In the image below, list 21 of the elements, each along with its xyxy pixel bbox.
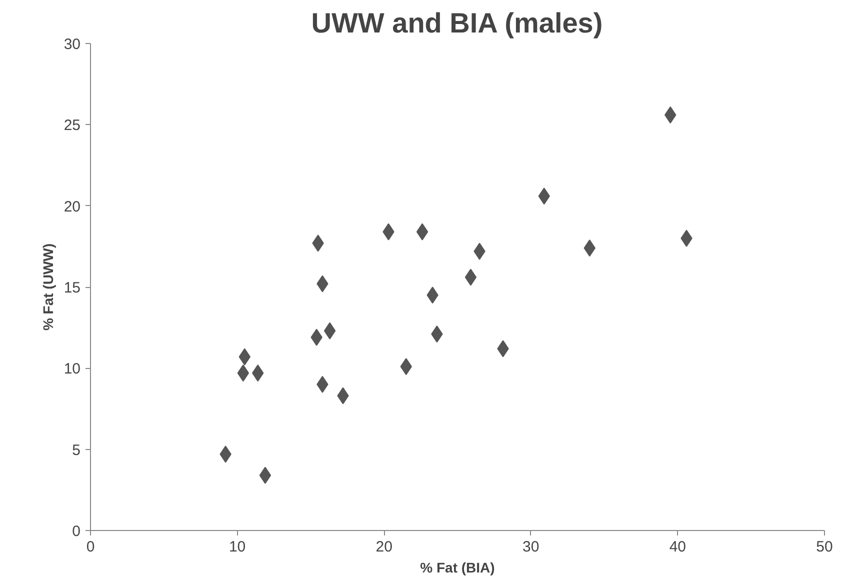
point: [464, 268, 477, 286]
x-axis-title: % Fat (BIA): [420, 560, 495, 576]
chart-title: UWW and BIA (males): [311, 8, 603, 38]
point: [237, 364, 250, 382]
y-tick-label: 10: [64, 360, 81, 378]
y-tick-label: 20: [64, 198, 81, 216]
y-tick-label: 5: [72, 442, 80, 459]
y-tick-label: 0: [72, 523, 80, 540]
x-tick-label: 0: [86, 538, 95, 556]
y-tick-label: 15: [64, 280, 81, 296]
point: [416, 223, 428, 240]
x-tick-label: 30: [522, 538, 540, 556]
y-axis-title: % Fat (UWW): [40, 243, 56, 331]
y-tick-label: 30: [64, 36, 81, 53]
y-tick-label: 25: [64, 117, 81, 134]
x-tick-label: 10: [228, 538, 246, 556]
x-tick-label: 40: [669, 538, 686, 556]
x-tick-label: 50: [816, 538, 833, 556]
point: [259, 466, 272, 484]
point: [324, 322, 336, 340]
x-tick-label: 20: [376, 538, 392, 556]
